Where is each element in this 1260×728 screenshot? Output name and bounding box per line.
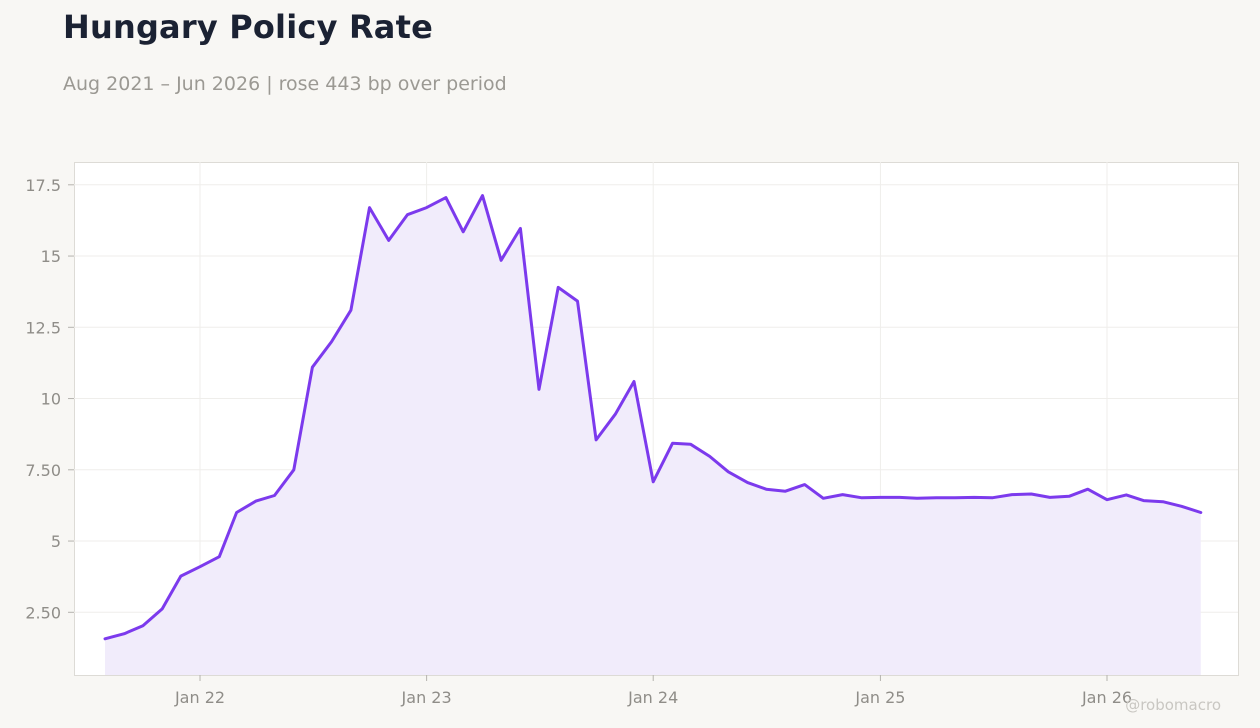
x-tick-label: Jan 23 — [401, 688, 452, 707]
x-tick-label: Jan 24 — [627, 688, 678, 707]
series-line — [103, 194, 1203, 641]
x-tick-label: Jan 26 — [1081, 688, 1132, 707]
y-tick-label: 12.5 — [25, 318, 61, 337]
y-tick-label: 15 — [41, 247, 61, 266]
area-fill — [105, 195, 1201, 675]
x-tick-label: Jan 22 — [174, 688, 225, 707]
watermark: @robomacro — [1125, 696, 1221, 714]
y-tick-label: 2.50 — [25, 603, 61, 622]
y-tick-label: 5 — [51, 532, 61, 551]
x-axis: Jan 22 Jan 23 Jan 24 Jan 25 Jan 26 — [174, 675, 1132, 707]
chart-title: Hungary Policy Rate — [63, 8, 434, 46]
y-axis: 2.50 5 7.50 10 12.5 15 17.5 — [25, 176, 74, 622]
y-tick-label: 17.5 — [25, 176, 61, 195]
y-tick-label: 10 — [41, 390, 61, 409]
y-tick-label: 7.50 — [25, 461, 61, 480]
x-tick-label: Jan 25 — [854, 688, 905, 707]
chart-subtitle: Aug 2021 – Jun 2026 | rose 443 bp over p… — [63, 73, 507, 95]
